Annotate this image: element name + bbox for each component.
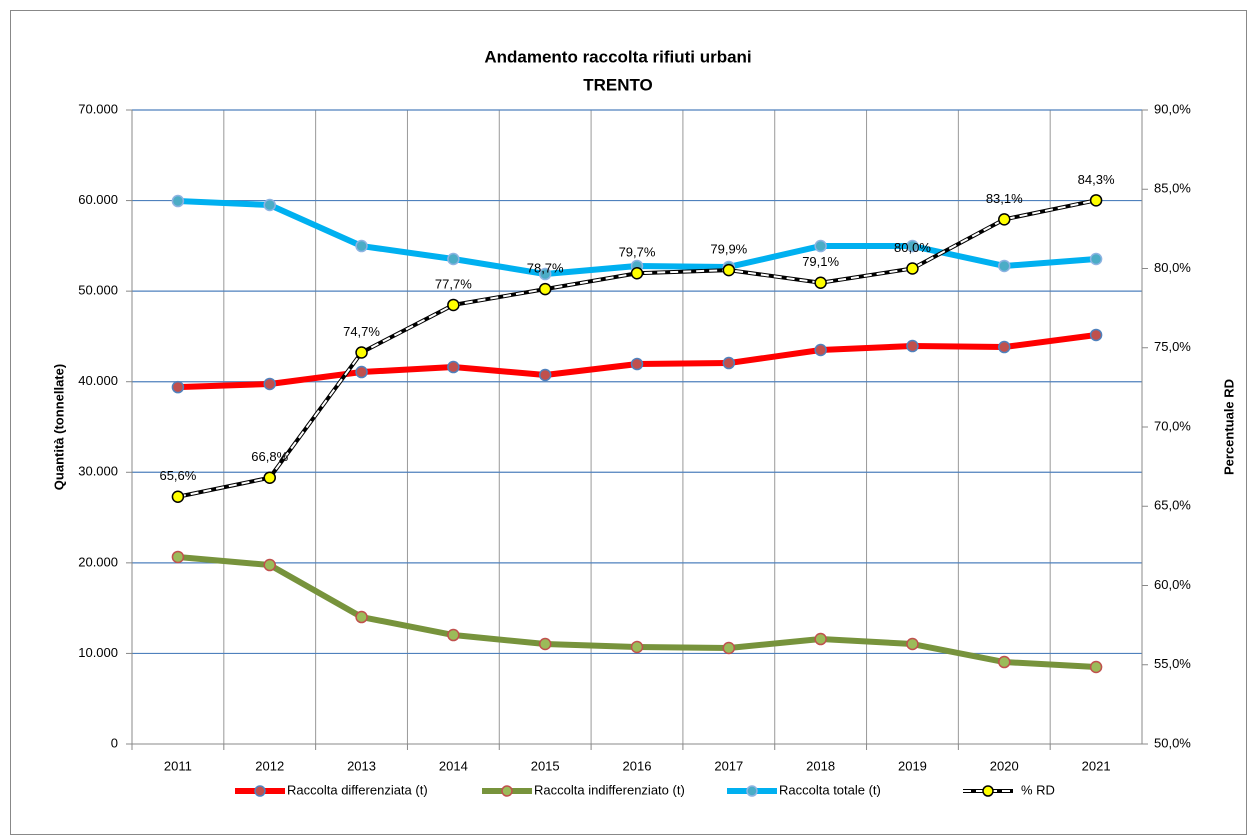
- x-tick-label: 2018: [806, 758, 835, 773]
- legend-marker: [982, 785, 994, 797]
- marker: [722, 356, 736, 370]
- legend-marker: [501, 785, 513, 797]
- marker: [171, 490, 185, 503]
- marker: [355, 346, 368, 359]
- data-label: 84,3%: [1078, 172, 1115, 187]
- legend-marker: [254, 785, 266, 797]
- x-tick-label: 2015: [531, 758, 560, 773]
- marker: [447, 252, 460, 266]
- marker: [630, 640, 644, 654]
- marker: [538, 267, 552, 281]
- data-label: 79,9%: [710, 242, 747, 257]
- x-tick-label: 2011: [164, 758, 192, 773]
- marker: [630, 357, 644, 371]
- y2-tick-label: 60,0%: [1154, 577, 1191, 592]
- marker: [447, 298, 460, 312]
- x-tick-label: 2013: [347, 758, 376, 773]
- marker: [355, 239, 368, 253]
- data-label: 79,7%: [619, 245, 656, 260]
- marker: [171, 380, 185, 394]
- marker: [171, 550, 185, 564]
- legend-label: Raccolta differenziata (t): [287, 782, 428, 797]
- y2-tick-label: 55,0%: [1154, 656, 1191, 671]
- y-tick-label: 0: [111, 735, 118, 750]
- marker: [1089, 328, 1103, 342]
- y2-axis-label: Percentuale RD: [1221, 379, 1236, 475]
- y2-tick-label: 75,0%: [1154, 339, 1191, 354]
- legend-marker: [746, 785, 758, 797]
- marker: [355, 365, 368, 379]
- data-label: 79,1%: [802, 254, 839, 269]
- legend-label: Raccolta totale (t): [779, 782, 881, 797]
- marker: [998, 655, 1011, 669]
- data-label: 78,7%: [527, 261, 564, 276]
- x-tick-label: 2021: [1082, 758, 1111, 773]
- marker: [1089, 660, 1103, 674]
- x-tick-label: 2017: [714, 758, 743, 773]
- data-label: 66,8%: [251, 449, 288, 464]
- data-label: 65,6%: [159, 468, 196, 483]
- marker: [538, 282, 552, 296]
- marker: [722, 263, 736, 277]
- marker: [814, 343, 827, 357]
- marker: [722, 641, 736, 655]
- marker: [1089, 252, 1103, 266]
- y-tick-label: 20.000: [78, 554, 118, 569]
- y2-tick-label: 50,0%: [1154, 735, 1191, 750]
- data-label: 77,7%: [435, 276, 472, 291]
- marker: [906, 339, 919, 353]
- marker: [998, 259, 1011, 273]
- y-tick-label: 40.000: [78, 373, 118, 388]
- marker: [814, 276, 827, 290]
- data-label: 83,1%: [986, 191, 1023, 206]
- marker: [1089, 194, 1103, 207]
- marker: [263, 198, 276, 212]
- marker: [447, 360, 460, 374]
- y2-tick-label: 80,0%: [1154, 260, 1191, 275]
- marker: [630, 267, 644, 280]
- x-tick-label: 2016: [623, 758, 652, 773]
- marker: [906, 262, 919, 275]
- y-tick-label: 70.000: [78, 101, 118, 116]
- y-tick-label: 30.000: [78, 464, 118, 479]
- y-tick-label: 10.000: [78, 645, 118, 660]
- x-tick-label: 2014: [439, 758, 468, 773]
- marker: [998, 340, 1011, 354]
- data-label: 80,0%: [894, 240, 931, 255]
- marker: [906, 637, 919, 651]
- marker: [263, 471, 276, 484]
- marker: [814, 239, 827, 253]
- y2-tick-label: 90,0%: [1154, 101, 1191, 116]
- marker: [263, 377, 276, 391]
- y-tick-label: 50.000: [78, 283, 118, 298]
- marker: [538, 368, 552, 382]
- y-tick-label: 60.000: [78, 192, 118, 207]
- marker: [171, 194, 185, 208]
- chart-subtitle: TRENTO: [583, 75, 653, 94]
- y2-tick-label: 70,0%: [1154, 418, 1191, 433]
- chart-title: Andamento raccolta rifiuti urbani: [484, 47, 751, 66]
- marker: [998, 213, 1011, 226]
- marker: [263, 558, 276, 572]
- y2-tick-label: 85,0%: [1154, 181, 1191, 196]
- x-tick-label: 2012: [255, 758, 284, 773]
- y2-tick-label: 65,0%: [1154, 498, 1191, 513]
- chart-frame: [10, 10, 1247, 835]
- marker: [355, 610, 368, 624]
- data-label: 74,7%: [343, 324, 380, 339]
- marker: [447, 628, 460, 642]
- x-tick-label: 2020: [990, 758, 1019, 773]
- legend-label: % RD: [1021, 782, 1055, 797]
- marker: [814, 632, 827, 646]
- marker: [906, 239, 919, 253]
- legend-label: Raccolta indifferenziato (t): [534, 782, 685, 797]
- y-axis-label: Quantità (tonnellate): [51, 364, 66, 490]
- x-tick-label: 2019: [898, 758, 927, 773]
- marker: [538, 637, 552, 651]
